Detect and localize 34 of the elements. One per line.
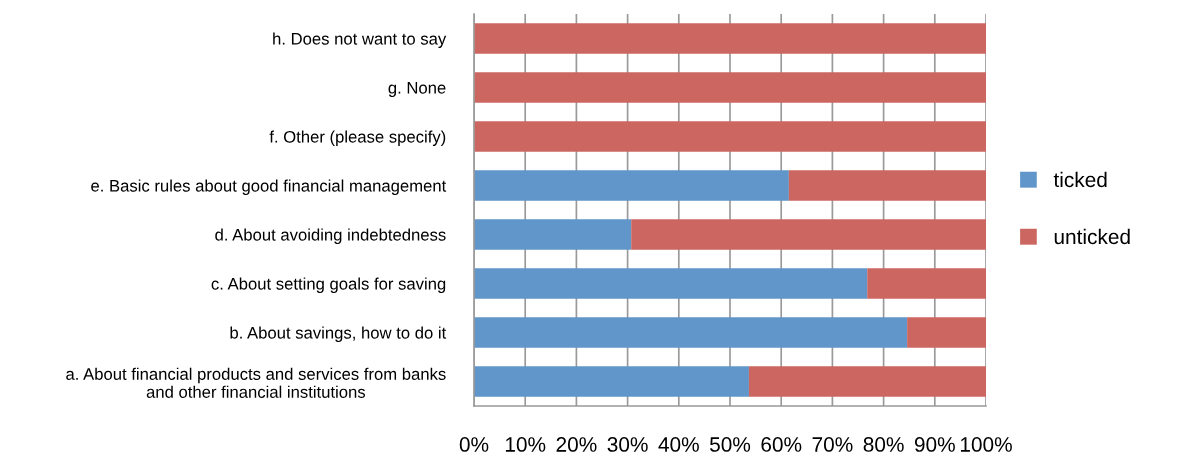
x-tick-label: 100% xyxy=(960,437,1012,452)
legend-label: ticked xyxy=(1053,171,1107,188)
legend-label: unticked xyxy=(1054,228,1130,245)
x-tick-label: 80% xyxy=(863,437,904,452)
bar xyxy=(867,268,986,299)
bar xyxy=(907,317,986,348)
x-tick-label: 10% xyxy=(505,437,546,452)
y-tick-label: b. About savings, how to do it xyxy=(230,326,447,342)
bar xyxy=(474,170,789,201)
y-tick-label: f. Other (please specify) xyxy=(269,130,446,146)
y-tick-label: h. Does not want to say xyxy=(273,32,447,48)
x-tick-label: 30% xyxy=(607,437,648,452)
bar xyxy=(474,366,749,397)
y-tick-label: a. About financial products and services from banks and other financial institutions xyxy=(66,367,446,398)
y-tick-label: e. Basic rules about good financial management xyxy=(91,179,447,195)
bar xyxy=(474,219,632,250)
bar xyxy=(748,366,986,397)
bar xyxy=(631,219,986,250)
x-tick-label: 70% xyxy=(812,437,853,452)
y-tick-label: g. None xyxy=(388,82,446,97)
x-tick-label: 20% xyxy=(556,437,597,452)
x-tick-label: 90% xyxy=(914,437,955,452)
bar xyxy=(474,72,986,103)
x-tick-label: 0% xyxy=(459,437,489,452)
bar xyxy=(788,170,986,201)
x-tick-label: 60% xyxy=(761,437,802,452)
x-tick-label: 50% xyxy=(709,437,751,452)
x-tick-label: 40% xyxy=(658,437,699,452)
bar xyxy=(474,317,908,348)
y-tick-label: d. About avoiding indebtedness xyxy=(215,228,446,244)
y-tick-label: c. About setting goals for saving xyxy=(211,277,446,293)
bar xyxy=(474,121,986,152)
bar xyxy=(474,268,868,299)
bar xyxy=(474,23,986,54)
